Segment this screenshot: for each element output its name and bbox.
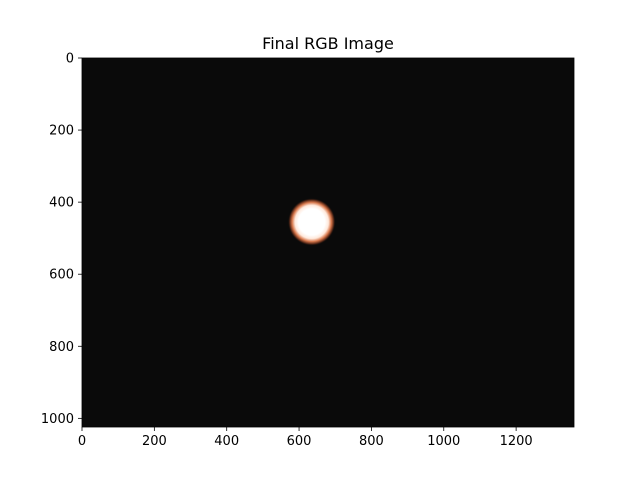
y-tick-label: 800 [49,340,74,355]
x-tick-label: 1000 [427,434,460,449]
x-tick-label: 0 [78,434,86,449]
y-tick-label: 1000 [41,412,74,427]
x-tick-label: 1200 [500,434,533,449]
bright-spot [287,198,336,246]
x-tick-label: 800 [359,434,384,449]
y-tick-label: 200 [49,124,74,139]
y-tick-label: 0 [66,52,74,67]
x-axis-ticks: 0 200 400 600 800 1000 1200 [78,427,533,449]
y-tick-label: 400 [49,196,74,211]
image-area [82,58,574,427]
y-tick-label: 600 [49,268,74,283]
y-axis-ticks: 0 200 400 600 800 1000 [41,52,82,427]
x-tick-label: 200 [142,434,167,449]
x-tick-label: 600 [287,434,312,449]
plot-frame [81,57,575,428]
x-tick-label: 400 [214,434,239,449]
chart-title: Final RGB Image [262,34,394,53]
